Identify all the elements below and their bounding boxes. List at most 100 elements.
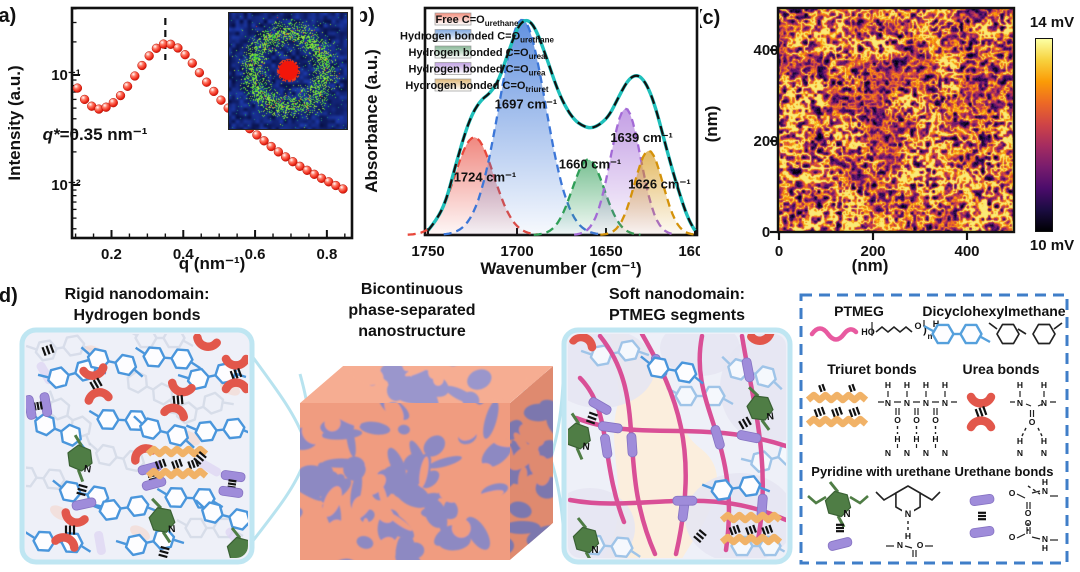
dicyclohexyl-icon: [29, 409, 87, 451]
cube-face-f1: [300, 403, 510, 560]
dicyclohexyl-icon: [721, 355, 783, 391]
ftir-legend-swatch: [434, 45, 472, 59]
urethane-bond-pair: [26, 392, 53, 420]
urea-macaroni-icon: [568, 334, 597, 352]
svg-text:N: N: [168, 524, 176, 536]
cube-face-f2: [300, 366, 553, 403]
svg-text:1650: 1650: [589, 243, 622, 260]
dicyclohexyl-icon: [701, 475, 771, 501]
ftir-envelope-dashed-fit: [427, 19, 696, 232]
svg-text:N: N: [904, 398, 910, 408]
urea-macaroni-icon: [966, 416, 996, 432]
svg-text:H: H: [1041, 436, 1047, 446]
triuret-ribbon-icon: [719, 511, 783, 524]
hydrogen-bond-dashes: [172, 395, 184, 405]
urea-macaroni-icon: [221, 354, 248, 370]
triuret-ribbon-icon: [719, 533, 783, 546]
urethane-pill-icon: [198, 459, 222, 477]
svg-text:HO: HO: [861, 327, 875, 337]
hydrogen-bond-dashes: [227, 479, 237, 489]
hydrogen-bond-dashes: [848, 406, 861, 418]
legend-pyridine-label: Pyridine with urethane: [811, 464, 950, 479]
svg-text:N: N: [905, 509, 912, 519]
panel-c-label: (c): [700, 7, 720, 29]
urea-bond-pair: [79, 363, 113, 405]
urethane-pill-icon: [141, 476, 167, 491]
pyridine-icon: N: [67, 434, 93, 483]
hydrogen-bond-dashes: [848, 383, 856, 393]
legend-dicyclohexylmethane-item: [923, 322, 1063, 345]
urea-bond-pair: [51, 508, 89, 552]
svg-text:H: H: [904, 380, 910, 390]
svg-text:O: O: [914, 321, 921, 331]
svg-text:N: N: [923, 448, 929, 458]
urethane-pill-icon: [94, 531, 106, 555]
svg-text:400: 400: [954, 243, 979, 260]
hydrogen-bond-dashes: [154, 458, 167, 470]
svg-text:H: H: [923, 380, 929, 390]
soft-box-content: N N N: [568, 334, 786, 558]
urethane-pill-icon: [71, 497, 97, 511]
hydrogen-bond-dashes: [728, 524, 741, 536]
ftir-x-axis-label: Wavenumber (cm⁻¹): [480, 259, 641, 278]
urethane-pill-icon: [741, 357, 755, 383]
dicyclohexyl-icon: [923, 323, 991, 345]
afm-axes-overlay: 0 200 400 0 200 400 (c) (nm) (nm) 14 mV 10 mV: [700, 6, 1074, 275]
svg-text:O: O: [932, 415, 939, 425]
pyridine-icon: N: [148, 497, 176, 544]
urea-macaroni-icon: [160, 403, 189, 422]
urethane-pill-icon: [736, 430, 762, 444]
urethane-pill-icon: [710, 425, 725, 450]
ftir-legend-entry: Free C=Ourethane: [435, 14, 519, 28]
svg-text:H: H: [913, 434, 919, 444]
panel-b-ftir: 1750 1700 1650 1600 Free C=Ourethane Hydrogen…: [360, 0, 700, 278]
urea-macaroni-icon: [51, 533, 79, 552]
svg-text:N: N: [591, 545, 598, 556]
svg-text:H: H: [894, 434, 900, 444]
pyridine-structure: NHN O: [875, 485, 941, 557]
hydrogen-bond-dashes: [693, 529, 707, 543]
hydrogen-bond-dashes: [76, 483, 88, 497]
hydrogen-bond-dashes: [818, 383, 826, 393]
dicyclohexylmethane-structure: [988, 322, 1063, 345]
panel-c-afm: 0 200 400 0 200 400 (c) (nm) (nm) 14 mV 10 mV: [700, 0, 1080, 278]
urea-macaroni-icon: [79, 363, 108, 380]
urethane-pill-icon: [969, 525, 995, 539]
svg-text:O: O: [1009, 488, 1016, 498]
hydrogen-bond-dashes: [585, 411, 599, 425]
svg-text:N: N: [942, 398, 948, 408]
svg-text:O: O: [894, 415, 901, 425]
svg-text:H: H: [942, 380, 948, 390]
afm-axes: 0 200 400 0 200 400: [753, 42, 979, 260]
urethane-pill-icon: [827, 537, 853, 551]
svg-text:10⁻¹: 10⁻¹: [51, 67, 81, 84]
dicyclohexyl-icon: [640, 355, 704, 385]
afm-colorbar: [1035, 38, 1053, 232]
svg-text:1750: 1750: [411, 243, 444, 260]
urea-macaroni-icon: [221, 378, 248, 394]
saxs-2d-pattern-inset: [228, 12, 348, 130]
urea-bond-pair: [966, 392, 996, 432]
saxs-y-axis-label: Intensity (a.u.): [5, 65, 24, 180]
triuret-ribbon-icon: [805, 391, 869, 404]
svg-text:): ): [923, 324, 927, 336]
svg-text:N: N: [1042, 534, 1048, 544]
urea-bond-pair: [221, 354, 248, 394]
urea-macaroni-icon: [84, 388, 113, 405]
svg-text:0: 0: [762, 224, 770, 241]
hydrogen-bond-dashes: [171, 458, 183, 470]
ftir-legend-swatch: [434, 62, 472, 75]
hydrogen-bond-dashes: [41, 343, 55, 357]
ftir-peak-outline-hb-triuret: [600, 149, 697, 236]
legend-urea-label: Urea bonds: [962, 361, 1039, 377]
ftir-deconvoluted-peaks: [407, 18, 697, 236]
dicyclohexyl-icon: [133, 415, 195, 449]
svg-text:O: O: [1029, 417, 1036, 427]
ptmeg-backbone: [875, 325, 913, 334]
svg-text:1660 cm⁻¹: 1660 cm⁻¹: [559, 156, 622, 171]
